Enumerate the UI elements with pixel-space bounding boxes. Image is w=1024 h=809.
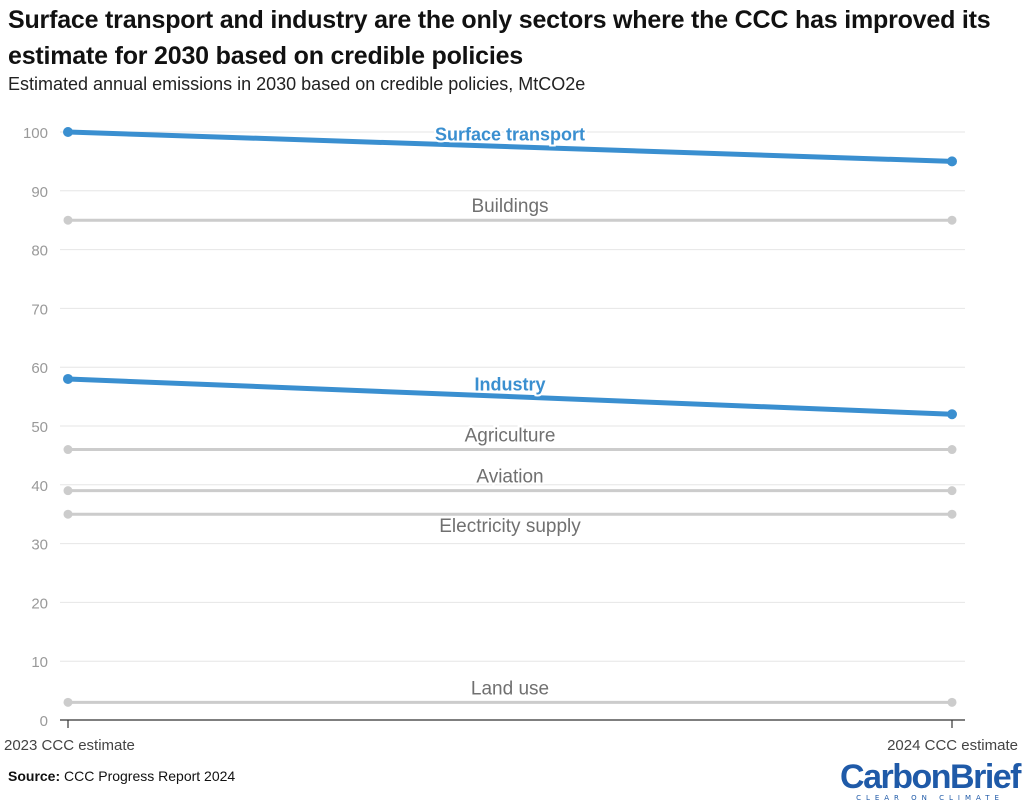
series-label-electricity-supply: Electricity supply xyxy=(439,516,581,537)
series-point-agriculture-1 xyxy=(947,445,957,455)
series-point-industry-1 xyxy=(947,409,957,420)
x-tick-label-1: 2024 CCC estimate xyxy=(887,737,1018,754)
chart-subtitle: Estimated annual emissions in 2030 based… xyxy=(8,74,586,94)
series-label-land-use: Land use xyxy=(471,678,549,699)
y-tick-label-80: 80 xyxy=(31,243,48,260)
series-label-agriculture: Agriculture xyxy=(465,426,556,447)
series-label-buildings: Buildings xyxy=(471,196,548,217)
source-text: CCC Progress Report 2024 xyxy=(64,768,236,784)
series-label-industry: Industry xyxy=(474,375,545,395)
series-label-surface-transport: Surface transport xyxy=(435,125,585,145)
source-note: Source: CCC Progress Report 2024 xyxy=(8,768,235,784)
series-point-land-use-0 xyxy=(63,697,73,707)
carbonbrief-logo: CarbonBrief CLEAR ON CLIMATE xyxy=(840,758,1021,802)
series-point-electricity-supply-0 xyxy=(63,509,73,519)
y-tick-label-30: 30 xyxy=(31,537,48,554)
logo-tagline: CLEAR ON CLIMATE xyxy=(856,794,1004,802)
series-lines xyxy=(63,127,957,707)
y-tick-label-50: 50 xyxy=(31,419,48,436)
y-tick-label-40: 40 xyxy=(31,478,48,495)
gridlines xyxy=(60,131,965,662)
series-point-aviation-1 xyxy=(947,486,957,496)
chart-title: Surface transport and industry are the o… xyxy=(8,6,991,70)
y-tick-label-100: 100 xyxy=(23,125,48,142)
series-point-aviation-0 xyxy=(63,486,73,496)
series-point-buildings-1 xyxy=(947,215,957,225)
y-tick-label-60: 60 xyxy=(31,360,48,377)
axes: 0 10 20 30 40 50 60 70 80 90 100 2023 CCC estimate 2… xyxy=(4,125,1018,754)
y-tick-label-90: 90 xyxy=(31,184,48,201)
series-point-land-use-1 xyxy=(947,697,957,707)
series-point-surface-transport-0 xyxy=(63,127,73,137)
logo-wordmark: CarbonBrief xyxy=(840,758,1021,796)
series-point-electricity-supply-1 xyxy=(947,509,957,519)
series-point-surface-transport-1 xyxy=(947,156,957,167)
series-labels: Buildings Agriculture Aviation Electricity … xyxy=(433,123,587,702)
series-point-industry-0 xyxy=(63,373,73,384)
y-tick-label-0: 0 xyxy=(40,713,48,730)
series-label-aviation: Aviation xyxy=(476,467,543,488)
x-tick-label-0: 2023 CCC estimate xyxy=(4,737,135,754)
series-line-surface-transport xyxy=(65,129,955,164)
source-label: Source: xyxy=(8,768,61,784)
y-tick-label-20: 20 xyxy=(31,595,48,612)
y-tick-label-70: 70 xyxy=(31,301,48,318)
series-line-industry xyxy=(65,376,955,417)
series-point-agriculture-0 xyxy=(63,445,73,455)
series-point-buildings-0 xyxy=(63,215,73,225)
y-tick-label-10: 10 xyxy=(31,654,48,671)
